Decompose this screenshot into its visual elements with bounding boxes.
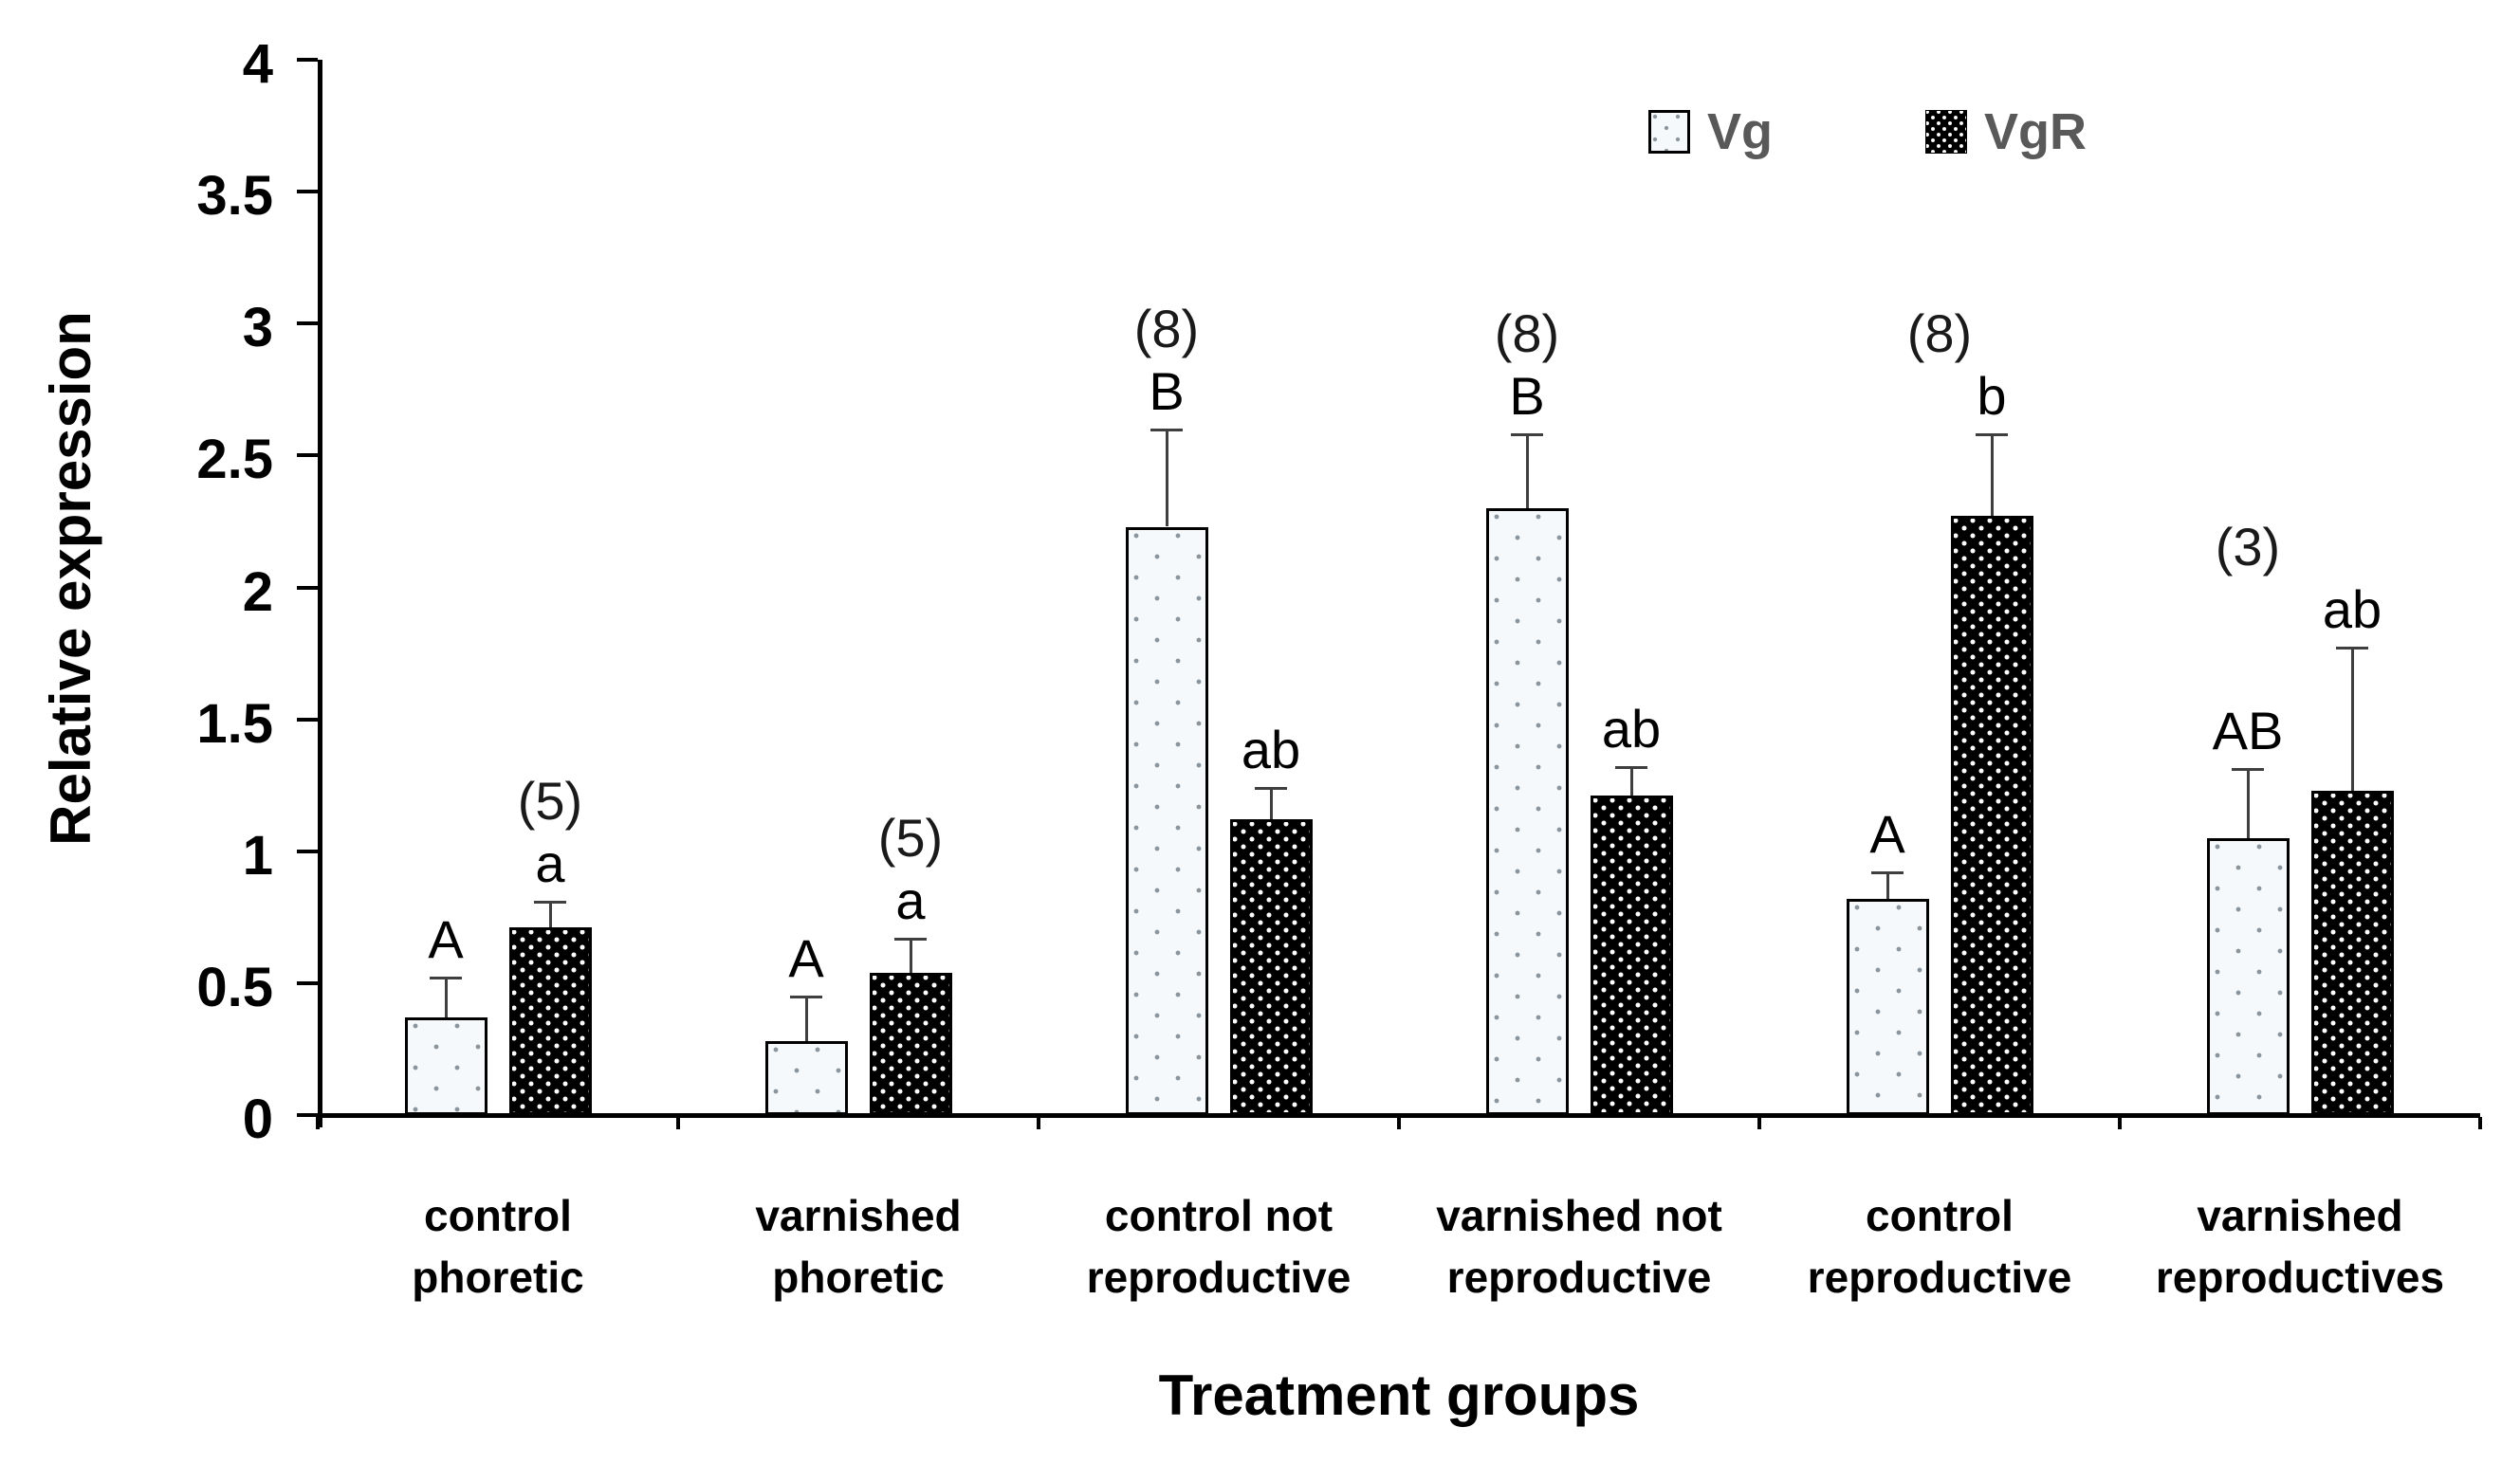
x-boundary-tick [316,1117,320,1129]
x-category-label: varnished reproductives [2155,1191,2445,1303]
y-tick [297,1113,318,1117]
error-bar-cap [430,977,462,980]
vgr-bar [1950,516,2033,1115]
significance-letter: A [788,927,824,988]
x-axis-title: Treatment groups [1158,1363,1640,1427]
error-bar-cap [1255,786,1287,790]
significance-letter: AB [2212,701,2284,761]
significance-letter: ab [2322,579,2382,640]
vg-swatch-icon [1648,110,1690,154]
sample-size-label: (8) [1906,303,1973,364]
error-bar-cap [1976,433,2008,437]
y-tick-label: 0.5 [196,956,273,1018]
error-bar-line [805,996,808,1042]
error-bar-line [1886,872,1889,899]
vgr-bar [869,972,952,1115]
y-axis-title: Relative expression [39,311,102,846]
x-category-label: control reproductive [1807,1191,2072,1303]
legend-label-vgr: VgR [1984,103,2087,160]
x-axis-line [318,1113,2480,1118]
x-boundary-tick [2118,1117,2122,1129]
y-tick [297,453,318,458]
vgr-bar [508,927,592,1115]
error-bar-line [1166,429,1168,527]
legend-entry-vgr: VgR [1925,106,2087,157]
error-bar-cap [1511,433,1543,437]
y-tick [297,585,318,590]
sample-size-label: (5) [877,807,944,868]
error-bar-line [1991,434,1994,517]
significance-letter: A [1869,804,1905,864]
legend-entry-vg: Vg [1648,106,1773,157]
vgr-bar [1229,819,1313,1115]
error-bar-line [1630,766,1633,796]
x-boundary-tick [1397,1117,1401,1129]
error-bar-line [1270,787,1273,820]
significance-letter: ab [1241,719,1301,779]
y-tick-label: 2.5 [196,429,273,491]
error-bar-cap [1150,428,1183,431]
error-bar-cap [1871,871,1904,874]
error-bar-cap [534,900,566,904]
error-bar-cap [1615,765,1647,769]
y-tick [297,717,318,722]
vg-bar [1485,508,1569,1115]
y-tick-label: 1.5 [196,692,273,755]
error-bar-cap [894,937,927,941]
x-boundary-tick [2478,1117,2482,1129]
vg-bar [2206,837,2290,1115]
vgr-bar [1590,796,1673,1115]
error-bar-line [2247,769,2250,838]
significance-letter: a [895,869,926,930]
error-bar-line [910,938,912,973]
error-bar-cap [790,995,822,998]
y-tick-label: 2 [242,560,273,623]
y-axis-line [318,60,322,1127]
vgr-swatch-icon [1925,110,1967,154]
vgr-bar [2310,790,2394,1115]
error-bar-line [549,901,552,928]
error-bar-cap [2232,768,2264,772]
y-tick-label: 3 [242,297,273,359]
y-tick-label: 0 [242,1089,273,1150]
sample-size-label: (5) [517,770,583,831]
significance-letter: B [1509,366,1545,427]
y-tick [297,190,318,194]
x-boundary-tick [1037,1117,1040,1129]
legend-label-vg: Vg [1707,103,1774,160]
x-boundary-tick [676,1117,680,1129]
sample-size-label: (3) [2215,517,2281,577]
y-tick [297,321,318,326]
x-category-label: control not reproductive [1086,1191,1352,1303]
y-tick-label: 4 [242,33,273,95]
sample-size-label: (8) [1133,298,1200,358]
error-bar-line [2351,648,2354,791]
y-tick [297,58,318,62]
significance-letter: ab [1601,698,1662,759]
error-bar-cap [2336,647,2368,650]
x-boundary-tick [1757,1117,1761,1129]
y-tick [297,980,318,985]
x-category-label: control phoretic [412,1191,584,1303]
sample-size-label: (8) [1494,303,1560,364]
error-bar-line [1526,434,1529,509]
vg-bar [764,1041,848,1115]
y-tick-label: 1 [242,824,273,887]
vg-bar [404,1017,487,1115]
significance-letter: a [535,833,565,893]
significance-letter: B [1149,360,1185,421]
vg-bar [1125,526,1208,1115]
y-tick [297,849,318,853]
significance-letter: A [428,909,464,970]
x-category-label: varnished not reproductive [1436,1191,1722,1303]
y-tick-label: 3.5 [196,165,273,228]
x-category-label: varnished phoretic [755,1191,962,1303]
vg-bar [1846,898,1929,1115]
significance-letter: b [1977,366,2007,427]
error-bar-line [445,978,448,1018]
